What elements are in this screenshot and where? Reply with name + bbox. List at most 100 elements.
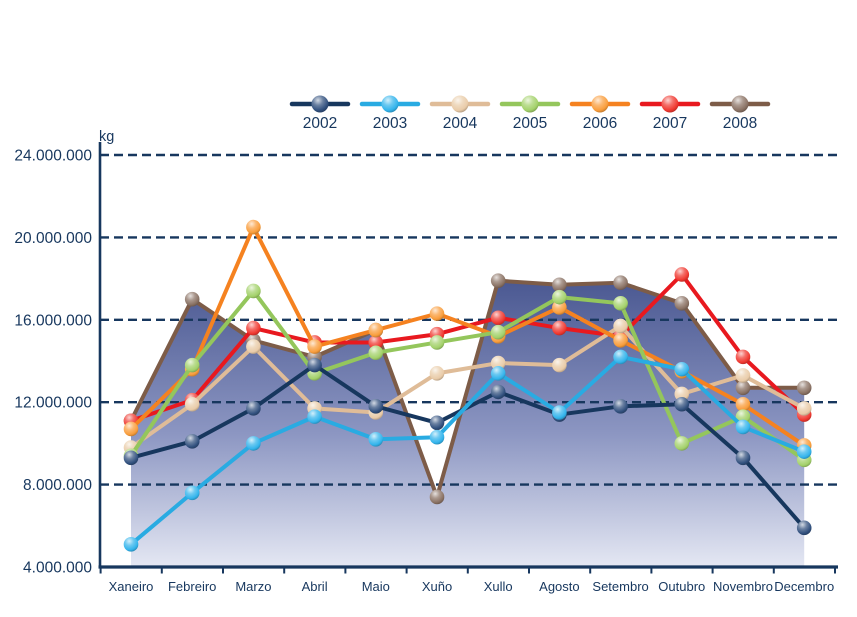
data-point-2003-Abril (307, 409, 322, 424)
data-point-2007-Xullo (490, 310, 506, 326)
legend-item-2008: 2008 (709, 95, 771, 132)
legend-marker-2008 (731, 95, 749, 113)
y-tick-label: 24.000.000 (14, 148, 92, 165)
data-point-2005-Maio (368, 345, 384, 361)
legend-item-2004: 2004 (429, 95, 491, 132)
legend-label-2007: 2007 (653, 115, 687, 132)
data-point-2002-Setembro (613, 399, 628, 414)
y-axis-unit-label: kg (99, 129, 114, 145)
legend-marker-2005 (521, 95, 539, 113)
y-tick-label: 20.000.000 (14, 230, 92, 247)
data-point-2003-Febreiro (184, 485, 200, 501)
data-point-2005-Outubro (674, 436, 690, 451)
data-point-2002-Xuño (429, 415, 445, 431)
data-point-2004-Febreiro (184, 396, 200, 412)
data-point-2002-Abril (307, 357, 322, 373)
series-line-2008 (129, 278, 807, 499)
data-point-2003-Novembro (735, 419, 751, 435)
legend-label-2005: 2005 (513, 115, 547, 132)
data-point-2002-Marzo (246, 401, 261, 416)
series-2003 (123, 349, 812, 552)
data-point-2004-Outubro (674, 386, 690, 402)
data-point-2002-Xaneiro (123, 450, 139, 466)
data-point-2008-Decembro (796, 380, 812, 396)
series-line-2004 (129, 323, 807, 450)
data-point-2008-Setembro (613, 275, 628, 291)
series-line-2005 (129, 288, 807, 462)
x-tick-label-Novembro: Novembro (713, 579, 773, 594)
data-point-2008-Xullo (490, 273, 506, 288)
data-point-2005-Febreiro (184, 357, 200, 373)
data-point-2004-Decembro (796, 401, 812, 416)
legend-item-2005: 2005 (499, 95, 561, 132)
legend-marker-2004 (451, 95, 469, 113)
y-tick-label: 8.000.000 (23, 477, 92, 494)
x-tick-label-Maio: Maio (362, 579, 390, 594)
legend-marker-2007 (661, 95, 679, 113)
data-point-2003-Marzo (246, 436, 261, 451)
data-point-2004-Xullo (490, 355, 506, 371)
data-point-2007-Maio (368, 335, 384, 350)
legend-item-2006: 2006 (569, 95, 631, 132)
data-point-2006-Abril (307, 339, 322, 354)
area-fill-2008 (131, 280, 805, 566)
data-point-2004-Agosto (552, 357, 567, 373)
data-point-2004-Xuño (429, 366, 445, 381)
legend-label-2006: 2006 (583, 115, 617, 132)
x-tick-label-Outubro: Outubro (658, 579, 705, 594)
x-tick-label-Decembro: Decembro (774, 579, 834, 594)
legend-label-2004: 2004 (443, 115, 478, 132)
x-tick-label-Abril: Abril (302, 579, 328, 594)
data-point-2008-Novembro (735, 380, 751, 396)
data-point-2008-Febreiro (184, 291, 200, 307)
legend-label-2002: 2002 (303, 115, 337, 132)
y-tick-label: 4.000.000 (23, 560, 92, 577)
data-point-2003-Setembro (613, 349, 628, 365)
data-point-2003-Maio (368, 431, 384, 447)
legend-label-2008: 2008 (723, 115, 757, 132)
x-tick-label-Setembro: Setembro (592, 579, 648, 594)
data-point-2006-Setembro (613, 333, 628, 348)
data-point-2005-Xuño (429, 335, 445, 350)
data-point-2008-Agosto (552, 277, 567, 293)
data-point-2007-Outubro (674, 267, 690, 282)
data-point-2005-Agosto (552, 289, 567, 305)
data-point-2005-Xullo (490, 324, 506, 340)
legend-item-2002: 2002 (289, 95, 351, 132)
axes (98, 142, 838, 574)
series-line-2003 (129, 354, 807, 547)
data-point-2004-Marzo (246, 339, 261, 354)
data-point-2002-Outubro (674, 396, 690, 412)
legend: 2002 2003 2004 2005 2006 2007 2008 (289, 95, 771, 132)
data-point-2003-Outubro (674, 361, 690, 377)
data-point-2005-Novembro (735, 409, 751, 424)
data-point-2007-Novembro (735, 349, 751, 365)
x-tick-label-Xaneiro: Xaneiro (109, 579, 154, 594)
data-point-2006-Maio (368, 322, 384, 338)
legend-marker-2002 (311, 95, 329, 113)
x-tick-label-Xuño: Xuño (422, 579, 452, 594)
data-point-2007-Marzo (246, 320, 261, 336)
data-point-2008-Outubro (674, 296, 690, 311)
legend-item-2007: 2007 (639, 95, 701, 132)
legend-item-2003: 2003 (359, 95, 421, 132)
data-point-2002-Novembro (735, 450, 751, 466)
data-point-2004-Novembro (735, 368, 751, 383)
data-point-2007-Agosto (552, 320, 567, 336)
data-point-2003-Xuño (429, 429, 445, 445)
legend-label-2003: 2003 (373, 115, 407, 132)
y-axis-labels: 24.000.000 20.000.000 16.000.000 12.000.000… (14, 148, 92, 577)
y-tick-label: 12.000.000 (14, 395, 92, 412)
y-tick-label: 16.000.000 (14, 312, 92, 329)
data-point-2002-Xullo (490, 384, 506, 400)
x-tick-label-Agosto: Agosto (539, 579, 579, 594)
series-2008 (123, 273, 812, 505)
data-point-2002-Decembro (796, 520, 812, 536)
data-point-2006-Xuño (429, 306, 445, 321)
data-point-2003-Xullo (490, 366, 506, 381)
data-point-2003-Decembro (796, 444, 812, 459)
data-point-2003-Agosto (552, 405, 567, 420)
data-point-2006-Marzo (246, 219, 261, 235)
